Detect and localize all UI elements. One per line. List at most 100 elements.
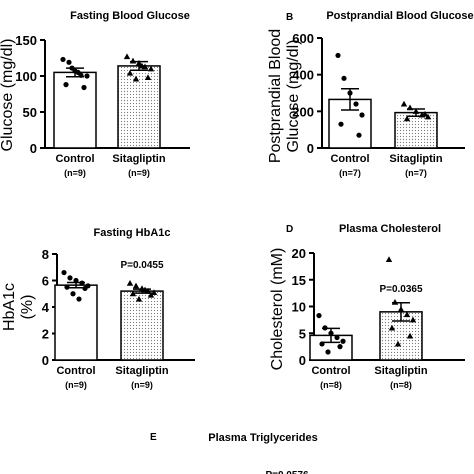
y-tick-label: 150 — [15, 33, 37, 48]
data-point — [406, 104, 414, 111]
data-point — [403, 311, 411, 318]
y-tick-label: 2 — [42, 327, 49, 342]
data-point — [132, 75, 140, 82]
data-point — [412, 108, 420, 114]
data-point — [141, 286, 149, 293]
data-point — [147, 65, 155, 72]
panel-label: B — [286, 12, 293, 23]
y-axis-label-line: HbA1c — [1, 283, 18, 331]
data-point — [132, 282, 140, 289]
data-point — [325, 349, 331, 355]
y-tick-label: 5 — [299, 326, 306, 341]
data-point — [69, 65, 75, 71]
y-tick-label: 8 — [42, 247, 49, 262]
y-axis-label: Postprandial BloodGlucose (mg/dl) — [267, 29, 302, 163]
y-tick-label: 15 — [292, 273, 306, 288]
data-point — [359, 112, 365, 118]
data-point — [319, 341, 325, 347]
x-category-label: Sitagliptin — [374, 365, 427, 377]
y-tick-label: 400 — [292, 68, 314, 83]
y-axis-label: Glucose (mg/dl) — [0, 39, 16, 152]
y-tick-label: 0 — [30, 141, 37, 156]
data-point — [144, 74, 152, 80]
bar-control — [54, 284, 98, 361]
data-point — [338, 121, 344, 127]
y-tick-label: 0 — [299, 353, 306, 368]
data-point — [403, 115, 411, 122]
data-point — [84, 73, 90, 79]
panel-label: D — [286, 224, 293, 235]
x-category-label: Sitagliptin — [115, 365, 168, 377]
y-axis-label-line: Postprandial Blood — [267, 29, 284, 163]
data-point — [421, 110, 429, 117]
y-tick-label: 4 — [42, 300, 50, 315]
y-tick-label: 0 — [307, 141, 314, 156]
data-point — [391, 299, 399, 305]
data-point — [335, 52, 341, 59]
data-point — [353, 101, 359, 107]
data-point — [126, 69, 134, 76]
data-point — [67, 275, 73, 281]
data-point — [126, 279, 134, 286]
data-point — [328, 330, 334, 336]
x-n-label: (n=7) — [339, 168, 361, 178]
data-point — [409, 316, 417, 323]
data-point — [135, 59, 143, 66]
data-point — [123, 53, 131, 60]
data-point — [129, 290, 137, 297]
data-point — [356, 132, 362, 138]
x-n-label: (n=9) — [64, 168, 86, 178]
x-category-label: Sitagliptin — [112, 153, 165, 165]
data-point — [63, 82, 69, 88]
data-point — [79, 280, 85, 286]
y-axis-label: HbA1c(%) — [1, 283, 36, 331]
data-point — [388, 324, 396, 331]
x-category-label: Control — [56, 365, 95, 377]
y-axis-label: Cholesterol (mM) — [269, 248, 286, 371]
bar-control — [53, 71, 97, 149]
x-n-label: (n=9) — [65, 380, 87, 390]
chart-title: Plasma Triglycerides — [208, 432, 317, 444]
data-point — [81, 84, 87, 91]
data-point — [70, 291, 76, 297]
data-point — [64, 284, 70, 290]
x-n-label: (n=8) — [320, 380, 342, 390]
bar-sitagliptin — [117, 65, 161, 149]
x-n-label: (n=9) — [131, 380, 153, 390]
data-point — [394, 340, 402, 347]
p-value-annotation: P=0.0365 — [379, 284, 423, 295]
y-tick-label: 6 — [42, 274, 49, 289]
data-point — [316, 312, 322, 319]
x-n-label: (n=7) — [405, 168, 427, 178]
data-point — [76, 296, 82, 302]
x-category-label: Control — [330, 153, 369, 165]
y-tick-label: 0 — [42, 353, 49, 368]
data-point — [60, 56, 66, 63]
chart-panel-E: E Plasma Triglycerides P=0.0576 — [150, 432, 318, 474]
x-category-label: Control — [311, 365, 350, 377]
data-point — [135, 295, 143, 302]
y-tick-label: 20 — [292, 246, 306, 261]
bar-sitagliptin — [120, 290, 164, 361]
data-point — [340, 338, 346, 344]
data-point — [322, 325, 328, 331]
data-point — [385, 256, 393, 262]
y-axis-label-line: Glucose (mg/dl) — [285, 40, 302, 153]
data-point — [347, 90, 353, 96]
data-point — [150, 289, 158, 295]
data-point — [82, 285, 88, 292]
y-tick-label: 100 — [15, 69, 37, 84]
data-point — [129, 57, 137, 64]
x-n-label: (n=8) — [390, 380, 412, 390]
bar-sitagliptin — [394, 111, 438, 149]
data-point — [138, 62, 146, 69]
data-point — [341, 75, 347, 81]
chart-panel-B: Postprandial Blood GlucoseBPostprandial … — [267, 10, 474, 178]
x-category-label: Control — [55, 153, 94, 165]
x-category-label: Sitagliptin — [389, 153, 442, 165]
data-point — [66, 59, 72, 65]
y-axis-label-line: (%) — [19, 295, 36, 320]
y-tick-label: 10 — [292, 300, 306, 315]
